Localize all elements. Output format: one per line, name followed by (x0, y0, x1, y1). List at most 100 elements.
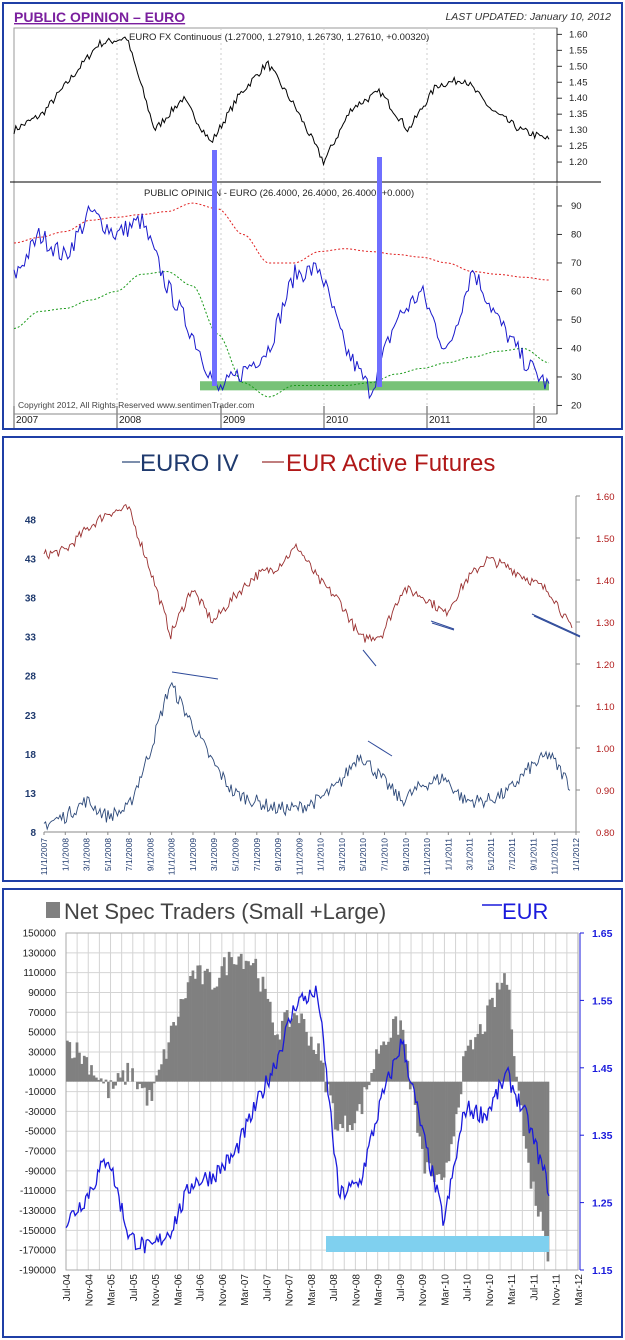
net-spec-bar (319, 1060, 323, 1082)
net-spec-bar (295, 1015, 299, 1082)
x-tick-label: Nov-06 (218, 1274, 229, 1307)
net-spec-bar (396, 1034, 400, 1082)
net-spec-bar (193, 978, 197, 1082)
net-spec-bar (247, 961, 250, 1082)
net-spec-bar (254, 958, 258, 1082)
net-ytick-label: -190000 (19, 1266, 56, 1277)
x-tick-label: 3/1/2009 (209, 838, 219, 871)
net-spec-bar (433, 1081, 436, 1182)
net-spec-bar (261, 976, 265, 1082)
fut-ytick-label: 1.30 (596, 618, 615, 629)
net-ytick-label: 110000 (23, 968, 56, 979)
x-tick-label: 7/1/2008 (124, 838, 134, 871)
net-spec-bar (140, 1081, 144, 1089)
net-spec-bar (186, 982, 190, 1082)
net-spec-bar (478, 1024, 482, 1082)
x-tick-label: 7/1/2011 (507, 838, 517, 871)
net-spec-bar (471, 1049, 475, 1082)
net-ytick-label: -90000 (25, 1166, 57, 1177)
net-spec-bar (449, 1081, 453, 1145)
legend-futures-label: EUR Active Futures (286, 450, 495, 477)
net-spec-bar (430, 1081, 434, 1177)
futures-trendline (362, 649, 377, 667)
x-tick-label: 11/1/2010 (422, 838, 432, 875)
net-spec-bar (155, 1075, 159, 1082)
net-spec-bar (425, 1081, 429, 1163)
net-spec-bar (123, 1081, 127, 1085)
eur-ytick-label: 1.25 (592, 1198, 613, 1210)
net-spec-bar (338, 1081, 342, 1125)
net-ytick-label: 90000 (28, 988, 56, 999)
iv-ytick-label: 23 (25, 711, 37, 722)
net-spec-bar (227, 951, 231, 1082)
net-spec-bar (442, 1081, 446, 1178)
fut-ytick-label: 1.60 (596, 492, 615, 503)
x-tick-label: Jul-04 (62, 1274, 73, 1302)
iv-ytick-label: 8 (30, 828, 36, 839)
iv-ytick-label: 33 (25, 633, 37, 644)
net-spec-bar (138, 1081, 142, 1084)
net-spec-bar (469, 1039, 473, 1082)
net-spec-bar (244, 960, 248, 1082)
x-tick-label: 11/1/2009 (294, 838, 304, 875)
net-spec-bar (143, 1081, 146, 1088)
futures-trendline (431, 622, 455, 631)
net-spec-bar (239, 953, 243, 1082)
net-spec-bar (529, 1081, 533, 1189)
net-spec-bar (90, 1065, 93, 1082)
net-spec-bar (85, 1057, 89, 1082)
net-spec-bar (150, 1081, 154, 1101)
x-tick-label: 3/1/2010 (337, 838, 347, 871)
eur-line (65, 985, 550, 1254)
year-label: 2011 (429, 415, 451, 426)
panel-title: PUBLIC OPINION – EURO (14, 9, 185, 25)
year-label: 2007 (16, 415, 39, 426)
net-spec-bar (401, 1029, 405, 1082)
x-tick-label: Mar-10 (440, 1274, 451, 1306)
net-spec-bar (307, 1045, 311, 1082)
net-spec-bar (363, 1081, 366, 1088)
net-spec-bar (474, 1037, 477, 1082)
net-spec-bar (237, 956, 241, 1082)
net-spec-bar (350, 1081, 354, 1131)
net-spec-bar (423, 1081, 427, 1174)
iv-ytick-label: 48 (25, 515, 37, 526)
net-spec-bar (392, 1018, 395, 1082)
net-spec-bar (184, 998, 188, 1082)
year-label: 20 (536, 415, 548, 426)
net-spec-bar (532, 1081, 535, 1182)
net-ytick-label: -170000 (19, 1246, 56, 1257)
net-spec-bar (466, 1045, 470, 1082)
net-spec-bar (66, 1040, 69, 1082)
iv-ytick-label: 13 (25, 789, 37, 800)
euro-ytick-label: 1.45 (569, 77, 588, 88)
highlight-bar (212, 150, 217, 386)
net-spec-bar (177, 1016, 180, 1082)
net-spec-bar (111, 1081, 115, 1089)
net-spec-bar (498, 989, 501, 1082)
net-spec-bar (476, 1033, 480, 1082)
net-spec-bar (534, 1081, 538, 1206)
x-tick-label: Mar-09 (374, 1274, 385, 1306)
net-spec-bar (73, 1057, 76, 1082)
net-spec-bar (172, 1022, 175, 1082)
iv-trendline (531, 613, 581, 637)
extreme-zone (200, 381, 549, 391)
net-spec-bar (541, 1081, 545, 1231)
x-tick-label: Nov-10 (485, 1274, 496, 1307)
net-spec-bar (384, 1044, 388, 1082)
x-tick-label: 5/1/2011 (486, 838, 496, 871)
net-spec-bar (196, 965, 200, 1082)
net-spec-bar (317, 1043, 320, 1082)
net-spec-bar (459, 1081, 463, 1095)
net-spec-bar (99, 1078, 103, 1082)
net-spec-bar (510, 1029, 514, 1082)
year-label: 2009 (223, 415, 246, 426)
net-spec-bar (94, 1077, 98, 1082)
net-spec-bar (486, 1005, 489, 1082)
net-spec-bar (495, 982, 499, 1082)
x-tick-label: 7/1/2010 (379, 838, 389, 871)
net-spec-bar (256, 978, 260, 1082)
net-spec-bar (334, 1081, 337, 1130)
euro-fx-line (13, 36, 550, 167)
